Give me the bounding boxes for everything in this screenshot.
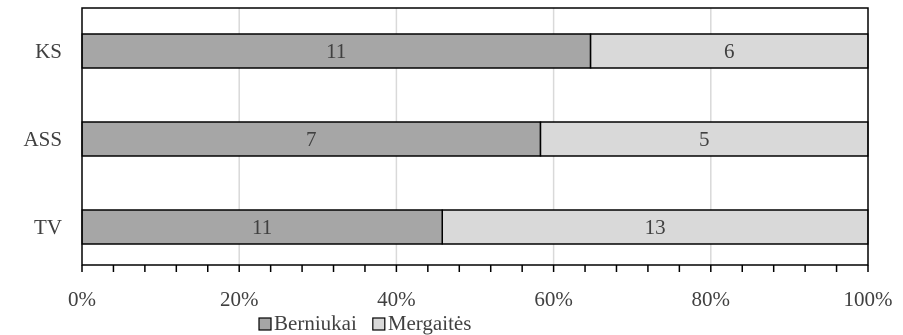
legend: Berniukai Mergaitės — [258, 311, 472, 335]
data-label: 11 — [326, 39, 346, 63]
data-label: 13 — [645, 215, 666, 239]
bar-segment-mergaites — [441, 209, 869, 245]
bar-segment-mergaites — [539, 121, 869, 157]
x-tick-label: 0% — [68, 287, 96, 311]
data-label: 7 — [306, 127, 317, 151]
x-tick-label: 80% — [692, 287, 731, 311]
legend-swatch — [372, 317, 386, 331]
data-label: 5 — [699, 127, 710, 151]
bar-segment-berniukai — [81, 33, 592, 69]
y-category-label: TV — [34, 215, 62, 239]
legend-label: Mergaitės — [388, 311, 472, 335]
axes: 0% 20% 40% 60% 80% 100% KS ASS TV — [23, 7, 893, 311]
y-category-label: KS — [35, 39, 62, 63]
data-label: 6 — [724, 39, 735, 63]
bar-segment-mergaites — [589, 33, 869, 69]
data-label: 11 — [252, 215, 272, 239]
plot-frame — [81, 7, 869, 266]
legend-swatch — [258, 317, 272, 331]
x-tick-label: 60% — [534, 287, 573, 311]
x-tick-label: 20% — [220, 287, 259, 311]
y-category-label: ASS — [23, 127, 62, 151]
x-tick-label: 40% — [377, 287, 416, 311]
bar-segment-berniukai — [81, 121, 542, 157]
x-tick-label: 100% — [844, 287, 893, 311]
bars: 11 6 7 5 11 13 — [81, 33, 869, 245]
legend-label: Berniukai — [274, 311, 357, 335]
